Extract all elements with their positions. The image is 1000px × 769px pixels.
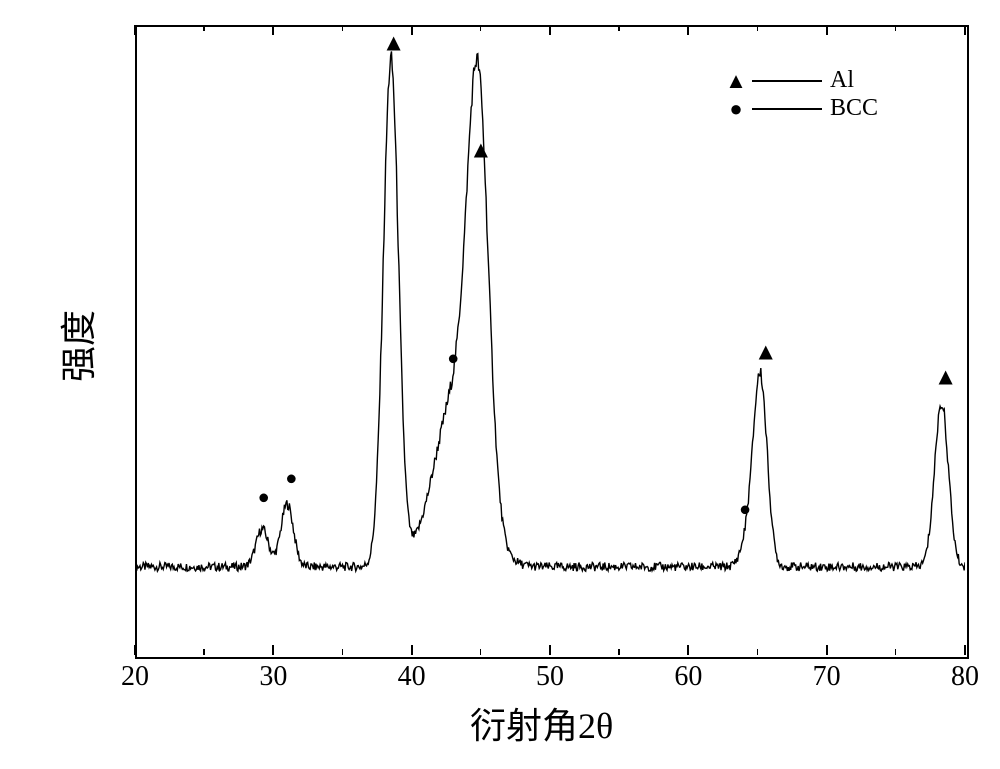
x-tick-label: 60 xyxy=(674,661,702,693)
x-tick xyxy=(134,645,136,655)
x-tick-minor xyxy=(895,649,897,655)
x-axis-label: 衍射角2θ xyxy=(470,697,613,749)
x-tick-minor xyxy=(342,649,344,655)
legend: ▲ Al ● BCC xyxy=(716,63,886,127)
x-tick-minor xyxy=(757,649,759,655)
circle-marker-icon: ● xyxy=(285,467,297,490)
legend-label: BCC xyxy=(826,95,878,122)
x-tick-label: 70 xyxy=(813,661,841,693)
legend-row: ● BCC xyxy=(724,95,878,123)
x-tick xyxy=(134,25,136,35)
circle-marker-icon: ● xyxy=(739,499,751,522)
triangle-marker-icon: ▲ xyxy=(469,138,493,165)
x-tick xyxy=(826,645,828,655)
x-tick xyxy=(687,645,689,655)
x-tick xyxy=(411,25,413,35)
triangle-marker-icon: ▲ xyxy=(754,339,778,366)
triangle-marker-icon: ▲ xyxy=(382,30,406,57)
x-tick xyxy=(272,25,274,35)
x-tick-minor xyxy=(480,649,482,655)
x-tick xyxy=(687,25,689,35)
x-tick-minor xyxy=(895,25,897,31)
legend-label: Al xyxy=(826,67,854,94)
legend-line xyxy=(752,108,822,110)
x-tick-label: 50 xyxy=(536,661,564,693)
x-tick-minor xyxy=(203,25,205,31)
x-tick xyxy=(826,25,828,35)
x-tick xyxy=(272,645,274,655)
x-tick-minor xyxy=(757,25,759,31)
x-tick-minor xyxy=(618,649,620,655)
x-tick-label: 20 xyxy=(121,661,149,693)
triangle-marker-icon: ▲ xyxy=(934,364,958,391)
x-tick xyxy=(964,25,966,35)
triangle-icon: ▲ xyxy=(724,68,748,94)
x-tick-minor xyxy=(203,649,205,655)
xrd-chart: 强度 衍射角2θ ▲ Al ● BCC 20304050607080▲▲▲▲●●… xyxy=(0,0,1000,769)
y-axis-label: 强度 xyxy=(50,310,102,382)
circle-marker-icon: ● xyxy=(258,486,270,509)
circle-marker-icon: ● xyxy=(447,347,459,370)
x-tick xyxy=(549,645,551,655)
x-tick-label: 30 xyxy=(259,661,287,693)
x-tick xyxy=(549,25,551,35)
legend-line xyxy=(752,80,822,82)
x-tick-label: 40 xyxy=(398,661,426,693)
x-tick xyxy=(964,645,966,655)
x-tick-label: 80 xyxy=(951,661,979,693)
legend-row: ▲ Al xyxy=(724,67,878,95)
x-tick-minor xyxy=(618,25,620,31)
circle-icon: ● xyxy=(724,96,748,122)
x-tick-minor xyxy=(342,25,344,31)
x-tick xyxy=(411,645,413,655)
x-tick-minor xyxy=(480,25,482,31)
